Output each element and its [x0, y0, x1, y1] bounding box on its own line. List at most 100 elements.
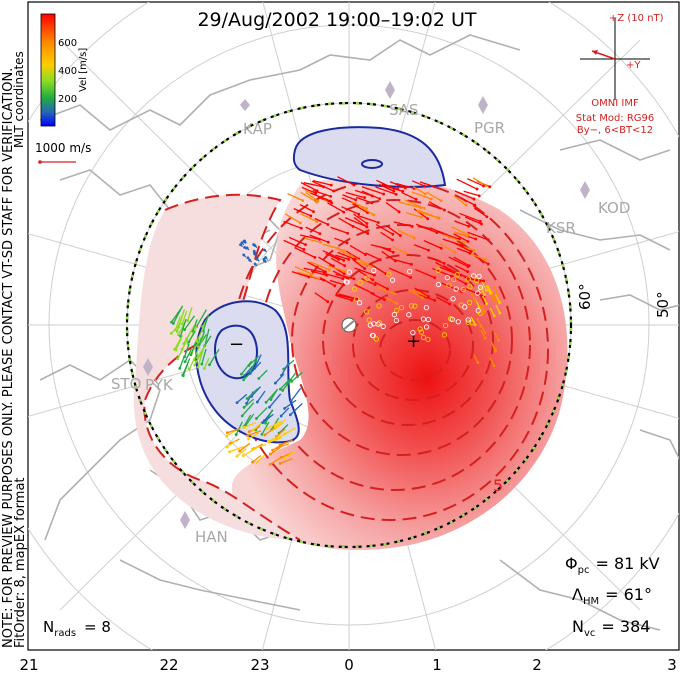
velocity-vector: [244, 365, 254, 376]
vector-origin: [242, 405, 246, 409]
velocity-vector: [183, 330, 192, 344]
velocity-vector: [310, 192, 331, 202]
velocity-vector: [201, 348, 207, 365]
velocity-vector: [318, 256, 334, 267]
velocity-vector: [272, 442, 286, 451]
vector-origin: [497, 338, 501, 342]
velocity-vector: [322, 250, 344, 261]
velocity-vector: [294, 266, 312, 275]
scale-vector-origin: [38, 160, 42, 164]
vector-origin: [488, 185, 492, 189]
velocity-vector: [411, 180, 425, 187]
velocity-vector: [385, 202, 400, 213]
vector-origin: [425, 336, 431, 343]
vector-origin: [483, 336, 487, 340]
vector-origin: [394, 307, 400, 314]
vector-origin: [398, 305, 405, 311]
vector-origin: [453, 286, 459, 292]
vector-origin: [493, 347, 497, 351]
velocity-vector: [282, 378, 293, 391]
velocity-vector: [309, 234, 329, 243]
velocity-vector: [489, 357, 495, 366]
vector-origin: [332, 189, 335, 193]
vector-origin: [476, 273, 482, 280]
velocity-vector: [251, 386, 262, 397]
vector-origin: [366, 232, 370, 235]
vector-origin: [453, 250, 457, 254]
velocity-vector: [303, 182, 324, 188]
velocity-vector: [419, 181, 435, 188]
velocity-vector: [395, 182, 415, 189]
velocity-vector: [181, 310, 188, 325]
vector-origin: [351, 286, 358, 292]
velocity-vector: [243, 398, 255, 408]
vector-origin: [309, 214, 313, 218]
vector-origin: [342, 210, 346, 214]
vector-origin: [208, 363, 211, 367]
vector-origin: [492, 364, 496, 367]
vector-origin: [469, 250, 473, 253]
vector-origin: [253, 262, 257, 266]
velocity-vector: [275, 428, 286, 438]
velocity-vector: [375, 223, 394, 235]
vector-origin: [271, 448, 274, 452]
vector-origin: [225, 445, 229, 449]
map-title: 29/Aug/2002 19:00–19:02 UT: [197, 9, 476, 31]
vector-origin: [248, 258, 252, 262]
radar-label: HAN: [195, 528, 228, 546]
vector-origin: [426, 217, 430, 221]
velocity-vector: [491, 292, 497, 301]
vector-origin: [376, 221, 380, 224]
vector-origin: [327, 268, 331, 272]
velocity-vector: [247, 430, 262, 437]
vector-origin: [347, 257, 351, 261]
vector-origin: [336, 246, 340, 250]
vector-origin: [225, 434, 229, 438]
velocity-vector: [312, 179, 332, 186]
vector-origin: [483, 293, 486, 296]
velocity-vector: [392, 246, 407, 254]
vector-origin: [289, 399, 293, 403]
vector-origin: [420, 215, 423, 219]
velocity-vector: [240, 360, 253, 375]
vector-origin: [234, 433, 238, 436]
vector-origin: [357, 212, 361, 216]
velocity-vector: [454, 220, 470, 227]
velocity-vector: [249, 361, 262, 374]
vector-origin: [370, 201, 374, 205]
vector-origin: [414, 197, 418, 201]
velocity-vector: [193, 346, 200, 360]
vector-origin: [304, 243, 307, 247]
vector-origin: [241, 454, 245, 458]
vector-origin: [462, 304, 468, 310]
pole-hatch: [342, 319, 356, 331]
velocity-vector: [274, 422, 284, 429]
velocity-vector: [388, 267, 411, 279]
velocity-vector: [239, 442, 251, 452]
velocity-vector: [249, 358, 258, 373]
vector-origin: [235, 401, 239, 405]
vector-origin: [247, 430, 251, 434]
velocity-vector: [335, 254, 349, 260]
vector-origin: [395, 302, 399, 305]
vector-origin: [462, 240, 466, 244]
vector-origin: [318, 232, 322, 235]
vector-origin: [269, 398, 273, 402]
velocity-vector: [275, 419, 286, 427]
radar-label: KSR: [546, 219, 576, 237]
plot-frame: [27, 1, 680, 651]
velocity-vector: [291, 270, 310, 278]
vector-origin: [388, 247, 391, 251]
velocity-vector: [325, 252, 339, 261]
colorbar-label: Vel [m/s]: [78, 48, 89, 92]
velocity-vector: [280, 362, 290, 376]
velocity-vector: [428, 201, 445, 211]
vector-origin: [423, 192, 427, 196]
radar-label: STO: [111, 375, 142, 393]
vector-origin: [343, 264, 347, 268]
vector-origin: [264, 400, 268, 404]
vector-origin: [365, 225, 369, 229]
mlt-label: 0: [344, 656, 354, 674]
velocity-vector: [287, 192, 304, 202]
